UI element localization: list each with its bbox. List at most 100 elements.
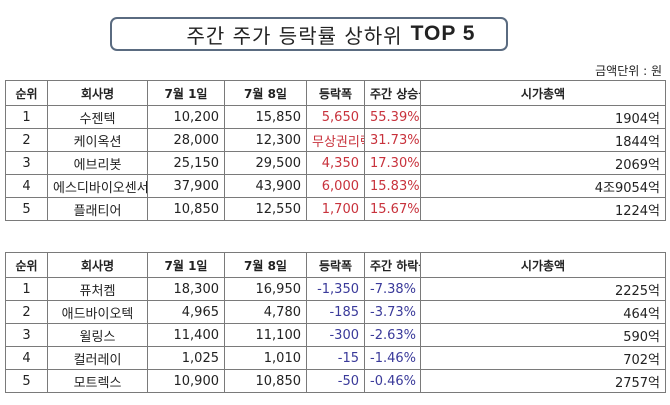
price-jul1: 28,000 — [147, 128, 225, 152]
table-row: 5 모트렉스 10,900 10,850 -50 -0.46% 2757억 — [5, 369, 666, 393]
change: -50 — [306, 369, 365, 393]
company: 플래티어 — [47, 197, 148, 221]
price-jul1: 11,400 — [147, 323, 225, 347]
header-market-cap: 시가총액 — [420, 252, 666, 278]
company: 애드바이오텍 — [47, 300, 148, 324]
change: -185 — [306, 300, 365, 324]
price-jul8: 4,780 — [224, 300, 307, 324]
header-jul1: 7월 1일 — [147, 252, 225, 278]
market-cap: 702억 — [420, 346, 666, 370]
price-jul8: 29,500 — [224, 151, 307, 175]
company: 케이옥션 — [47, 128, 148, 152]
rate: -1.46% — [364, 346, 421, 370]
header-rate: 주간 상승률 — [364, 80, 421, 106]
header-change: 등락폭 — [306, 80, 365, 106]
price-jul8: 11,100 — [224, 323, 307, 347]
price-jul1: 1,025 — [147, 346, 225, 370]
change: -1,350 — [306, 277, 365, 301]
rank: 1 — [5, 105, 48, 129]
unit-label: 금액단위 : 원 — [595, 64, 662, 78]
company: 수젠텍 — [47, 105, 148, 129]
rate: -2.63% — [364, 323, 421, 347]
header-jul1: 7월 1일 — [147, 80, 225, 106]
table-row: 4 에스디바이오센서 37,900 43,900 6,000 15.83% 4조… — [5, 174, 666, 198]
table-row: 2 애드바이오텍 4,965 4,780 -185 -3.73% 464억 — [5, 300, 666, 324]
rate: -7.38% — [364, 277, 421, 301]
change: 4,350 — [306, 151, 365, 175]
change: 무상권리락 — [306, 128, 365, 152]
price-jul1: 18,300 — [147, 277, 225, 301]
company: 모트렉스 — [47, 369, 148, 393]
header-market-cap: 시가총액 — [420, 80, 666, 106]
table-row: 1 퓨처켐 18,300 16,950 -1,350 -7.38% 2225억 — [5, 277, 666, 301]
losers-table: 순위 회사명 7월 1일 7월 8일 등락폭 주간 하락률 시가총액 1 퓨처켐… — [5, 252, 666, 393]
rank: 4 — [5, 174, 48, 198]
header-jul8: 7월 8일 — [224, 252, 307, 278]
rate: -0.46% — [364, 369, 421, 393]
price-jul8: 43,900 — [224, 174, 307, 198]
company: 컬러레이 — [47, 346, 148, 370]
rate: 31.73% — [364, 128, 421, 152]
rank: 5 — [5, 197, 48, 221]
change: -15 — [306, 346, 365, 370]
rank: 4 — [5, 346, 48, 370]
table-row: 4 컬러레이 1,025 1,010 -15 -1.46% 702억 — [5, 346, 666, 370]
table-row: 1 수젠텍 10,200 15,850 5,650 55.39% 1904억 — [5, 105, 666, 129]
market-cap: 2069억 — [420, 151, 666, 175]
change: 6,000 — [306, 174, 365, 198]
table-row: 2 케이옥션 28,000 12,300 무상권리락 31.73% 1844억 — [5, 128, 666, 152]
rate: 55.39% — [364, 105, 421, 129]
market-cap: 1844억 — [420, 128, 666, 152]
rate: 17.30% — [364, 151, 421, 175]
market-cap: 590억 — [420, 323, 666, 347]
change: 5,650 — [306, 105, 365, 129]
header-company: 회사명 — [47, 252, 148, 278]
table-header-row: 순위 회사명 7월 1일 7월 8일 등락폭 주간 상승률 시가총액 — [5, 80, 666, 106]
header-change: 등락폭 — [306, 252, 365, 278]
rank: 1 — [5, 277, 48, 301]
company: 퓨처켐 — [47, 277, 148, 301]
header-rank: 순위 — [5, 80, 48, 106]
price-jul1: 25,150 — [147, 151, 225, 175]
price-jul8: 16,950 — [224, 277, 307, 301]
company: 윌링스 — [47, 323, 148, 347]
company: 에브리봇 — [47, 151, 148, 175]
rank: 2 — [5, 128, 48, 152]
market-cap: 464억 — [420, 300, 666, 324]
title-english: TOP 5 — [410, 22, 476, 45]
rate: -3.73% — [364, 300, 421, 324]
gainers-table: 순위 회사명 7월 1일 7월 8일 등락폭 주간 상승률 시가총액 1 수젠텍… — [5, 80, 666, 221]
table-row: 5 플래티어 10,850 12,550 1,700 15.67% 1224억 — [5, 197, 666, 221]
header-company: 회사명 — [47, 80, 148, 106]
header-rate: 주간 하락률 — [364, 252, 421, 278]
market-cap: 2757억 — [420, 369, 666, 393]
title-korean: 주간 주가 등락률 상하위 — [186, 23, 403, 48]
rank: 3 — [5, 151, 48, 175]
rate: 15.67% — [364, 197, 421, 221]
price-jul8: 1,010 — [224, 346, 307, 370]
header-rank: 순위 — [5, 252, 48, 278]
table-row: 3 에브리봇 25,150 29,500 4,350 17.30% 2069억 — [5, 151, 666, 175]
price-jul8: 12,550 — [224, 197, 307, 221]
change: -300 — [306, 323, 365, 347]
table-row: 3 윌링스 11,400 11,100 -300 -2.63% 590억 — [5, 323, 666, 347]
page-title: 주간 주가 등락률 상하위 TOP 5 — [110, 17, 508, 51]
rate: 15.83% — [364, 174, 421, 198]
market-cap: 1224억 — [420, 197, 666, 221]
price-jul8: 12,300 — [224, 128, 307, 152]
rank: 2 — [5, 300, 48, 324]
price-jul1: 10,850 — [147, 197, 225, 221]
price-jul1: 10,200 — [147, 105, 225, 129]
table-header-row: 순위 회사명 7월 1일 7월 8일 등락폭 주간 하락률 시가총액 — [5, 252, 666, 278]
rank: 3 — [5, 323, 48, 347]
price-jul8: 15,850 — [224, 105, 307, 129]
company: 에스디바이오센서 — [47, 174, 148, 198]
price-jul8: 10,850 — [224, 369, 307, 393]
header-jul8: 7월 8일 — [224, 80, 307, 106]
price-jul1: 4,965 — [147, 300, 225, 324]
price-jul1: 37,900 — [147, 174, 225, 198]
market-cap: 2225억 — [420, 277, 666, 301]
rank: 5 — [5, 369, 48, 393]
market-cap: 1904억 — [420, 105, 666, 129]
price-jul1: 10,900 — [147, 369, 225, 393]
